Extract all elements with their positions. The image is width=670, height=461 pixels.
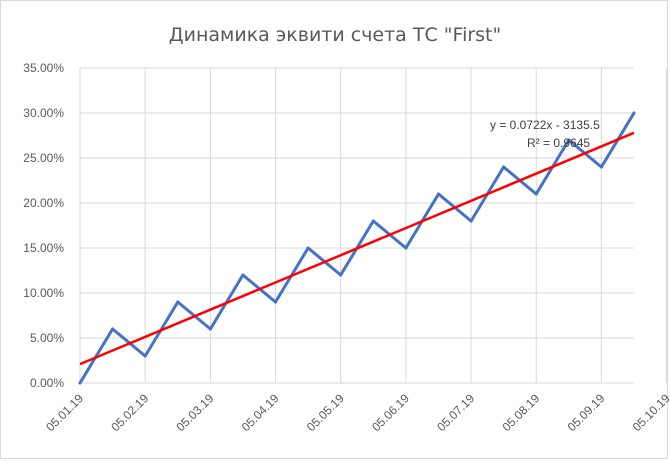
series-point (143, 354, 147, 358)
series-point (632, 111, 636, 115)
y-tick-label: 30.00% (23, 106, 64, 120)
trendline-r-squared: R² = 0.9645 (527, 136, 590, 150)
series-point (176, 300, 180, 304)
x-tick-label: 05.09.19 (565, 391, 608, 434)
series-point (567, 138, 571, 142)
series-point (111, 327, 115, 331)
x-tick-label: 05.08.19 (499, 391, 542, 434)
y-tick-label: 15.00% (23, 241, 64, 255)
series-point (534, 192, 538, 196)
y-axis-labels: 0.00% 5.00% 10.00% 15.00% 20.00% 25.00% 30.00%… (23, 61, 64, 390)
vertical-gridlines (79, 68, 668, 383)
series-point (274, 300, 278, 304)
x-tick-label: 05.10.19 (630, 391, 670, 434)
series-point (241, 273, 245, 277)
series-point (208, 327, 212, 331)
y-tick-label: 20.00% (23, 196, 64, 210)
trendline (79, 131, 635, 366)
x-tick-label: 05.02.19 (108, 391, 151, 434)
series-point (78, 381, 82, 385)
x-tick-label: 05.03.19 (174, 391, 217, 434)
series-point (371, 219, 375, 223)
x-axis-labels: 05.01.19 05.02.19 05.03.19 05.04.19 05.05.19… (43, 391, 670, 434)
chart-title: Динамика эквити счета ТС "First" (169, 24, 502, 46)
series-point (502, 165, 506, 169)
series-point (436, 192, 440, 196)
series-point (339, 273, 343, 277)
y-tick-label: 10.00% (23, 286, 64, 300)
x-tick-label: 05.07.19 (434, 391, 477, 434)
y-tick-label: 35.00% (23, 61, 64, 75)
series-point (306, 246, 310, 250)
equity-series-points (78, 111, 636, 385)
y-tick-label: 5.00% (30, 331, 64, 345)
series-point (469, 219, 473, 223)
gridlines (80, 67, 634, 384)
x-tick-label: 05.06.19 (369, 391, 412, 434)
x-tick-label: 05.01.19 (43, 391, 86, 434)
x-tick-label: 05.05.19 (304, 391, 347, 434)
trendline-equation: y = 0.0722x - 3135.5 (490, 118, 600, 132)
y-tick-label: 0.00% (30, 376, 64, 390)
series-point (404, 246, 408, 250)
x-tick-label: 05.04.19 (239, 391, 282, 434)
y-tick-label: 25.00% (23, 151, 64, 165)
series-point (599, 165, 603, 169)
